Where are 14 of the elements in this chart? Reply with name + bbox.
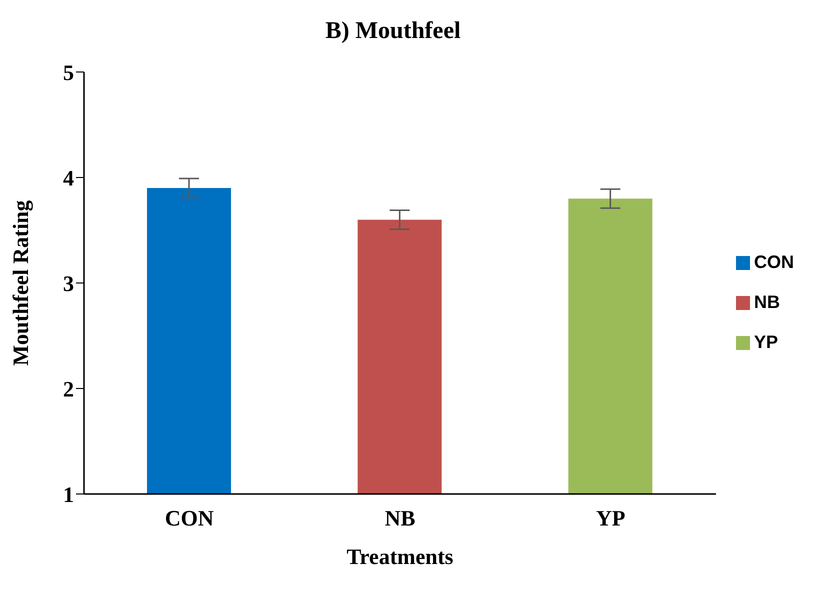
x-tick-label: NB (384, 506, 416, 531)
y-tick-label: 3 (63, 270, 74, 296)
x-tick-label: CON (164, 506, 214, 531)
y-axis-title: Mouthfeel Rating (8, 200, 33, 366)
y-tick-label: 1 (63, 482, 74, 507)
y-tick-label: 5 (63, 60, 74, 85)
x-tick-label: YP (596, 506, 626, 531)
legend-label: CON (754, 252, 794, 272)
x-axis-title: Treatments (346, 544, 454, 569)
y-tick-label: 2 (63, 376, 74, 402)
legend-label: NB (754, 292, 780, 312)
y-tick-label: 4 (63, 165, 74, 190)
legend-label: YP (754, 332, 778, 352)
chart-title: B) Mouthfeel (324, 18, 462, 45)
